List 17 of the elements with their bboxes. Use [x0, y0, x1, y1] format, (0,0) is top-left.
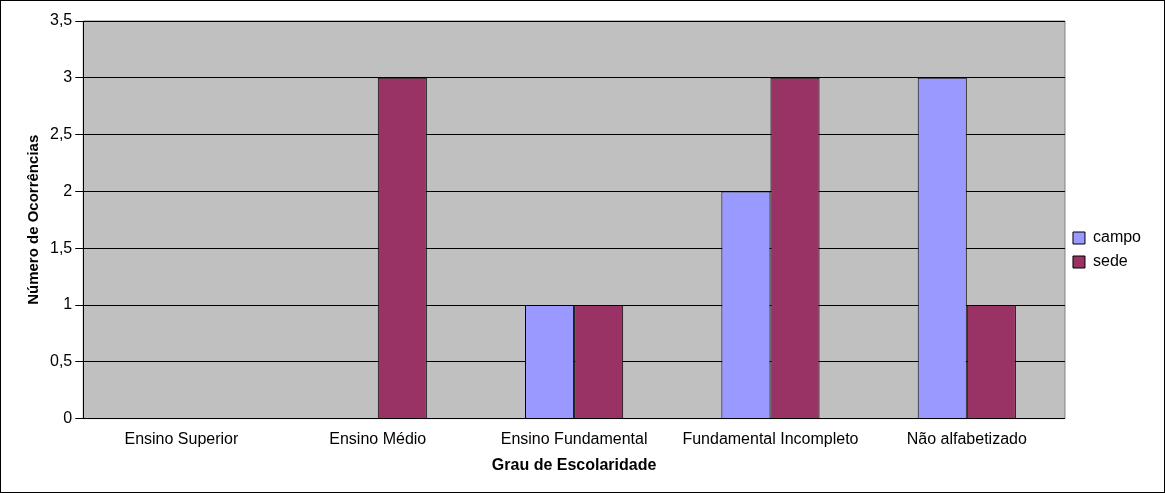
y-tick-label: 0,5 — [49, 352, 73, 370]
x-tick-label: Não alfabetizado — [906, 429, 1027, 447]
x-tick-label: Fundamental Incompleto — [682, 429, 859, 447]
x-axis-title: Grau de Escolaridade — [491, 455, 657, 473]
y-tick-label: 2 — [63, 181, 73, 199]
y-tick-label: 3,5 — [49, 11, 73, 29]
y-tick-label: 1,5 — [49, 238, 73, 256]
y-axis-title: Número de Ocorrências — [24, 134, 42, 305]
legend-label: sede — [1092, 252, 1128, 270]
x-tick-label: Ensino Fundamental — [500, 429, 648, 447]
legend-label: campo — [1092, 228, 1142, 246]
x-tick-label: Ensino Superior — [124, 429, 240, 447]
y-tick-label: 2,5 — [49, 125, 73, 143]
y-tick-label: 3 — [63, 68, 73, 86]
x-tick-label: Ensino Médio — [329, 429, 427, 447]
y-tick-label: 0 — [63, 409, 73, 427]
y-tick-label: 1 — [63, 295, 73, 313]
